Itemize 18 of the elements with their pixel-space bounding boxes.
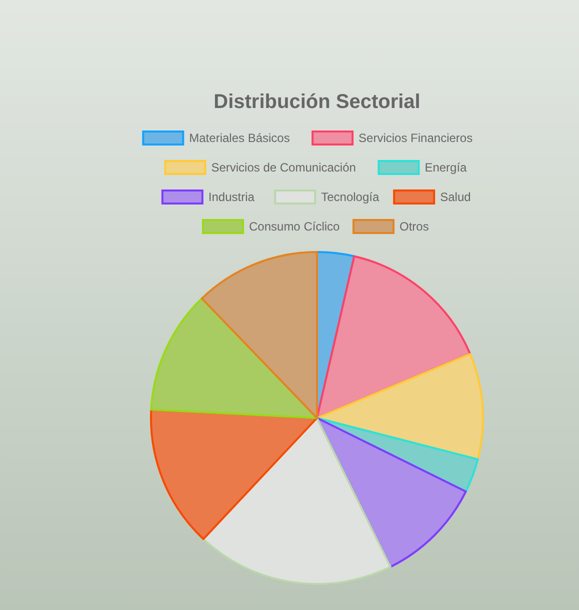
chart-title: Distribución Sectorial [214,91,420,113]
legend-label: Tecnología [321,190,380,204]
legend-label: Materiales Básicos [189,131,290,146]
legend-label: Otros [400,220,429,234]
legend-label: Industria [208,190,255,204]
legend-label: Servicios de Comunicación [211,160,356,175]
pie-slice [316,352,484,460]
legend-label: Energía [424,160,468,175]
pie-slice [150,408,318,540]
pie-slice [316,417,479,492]
pie-slice [316,417,467,568]
pie-slice [202,417,392,585]
pie-slice [150,297,318,419]
pie-slice [200,251,318,419]
legend-label: Consumo Cíclico [249,220,340,234]
legend-label: Servicios Financieros [358,131,473,146]
legend-label: Salud [440,190,471,204]
pie-slice [316,255,472,419]
